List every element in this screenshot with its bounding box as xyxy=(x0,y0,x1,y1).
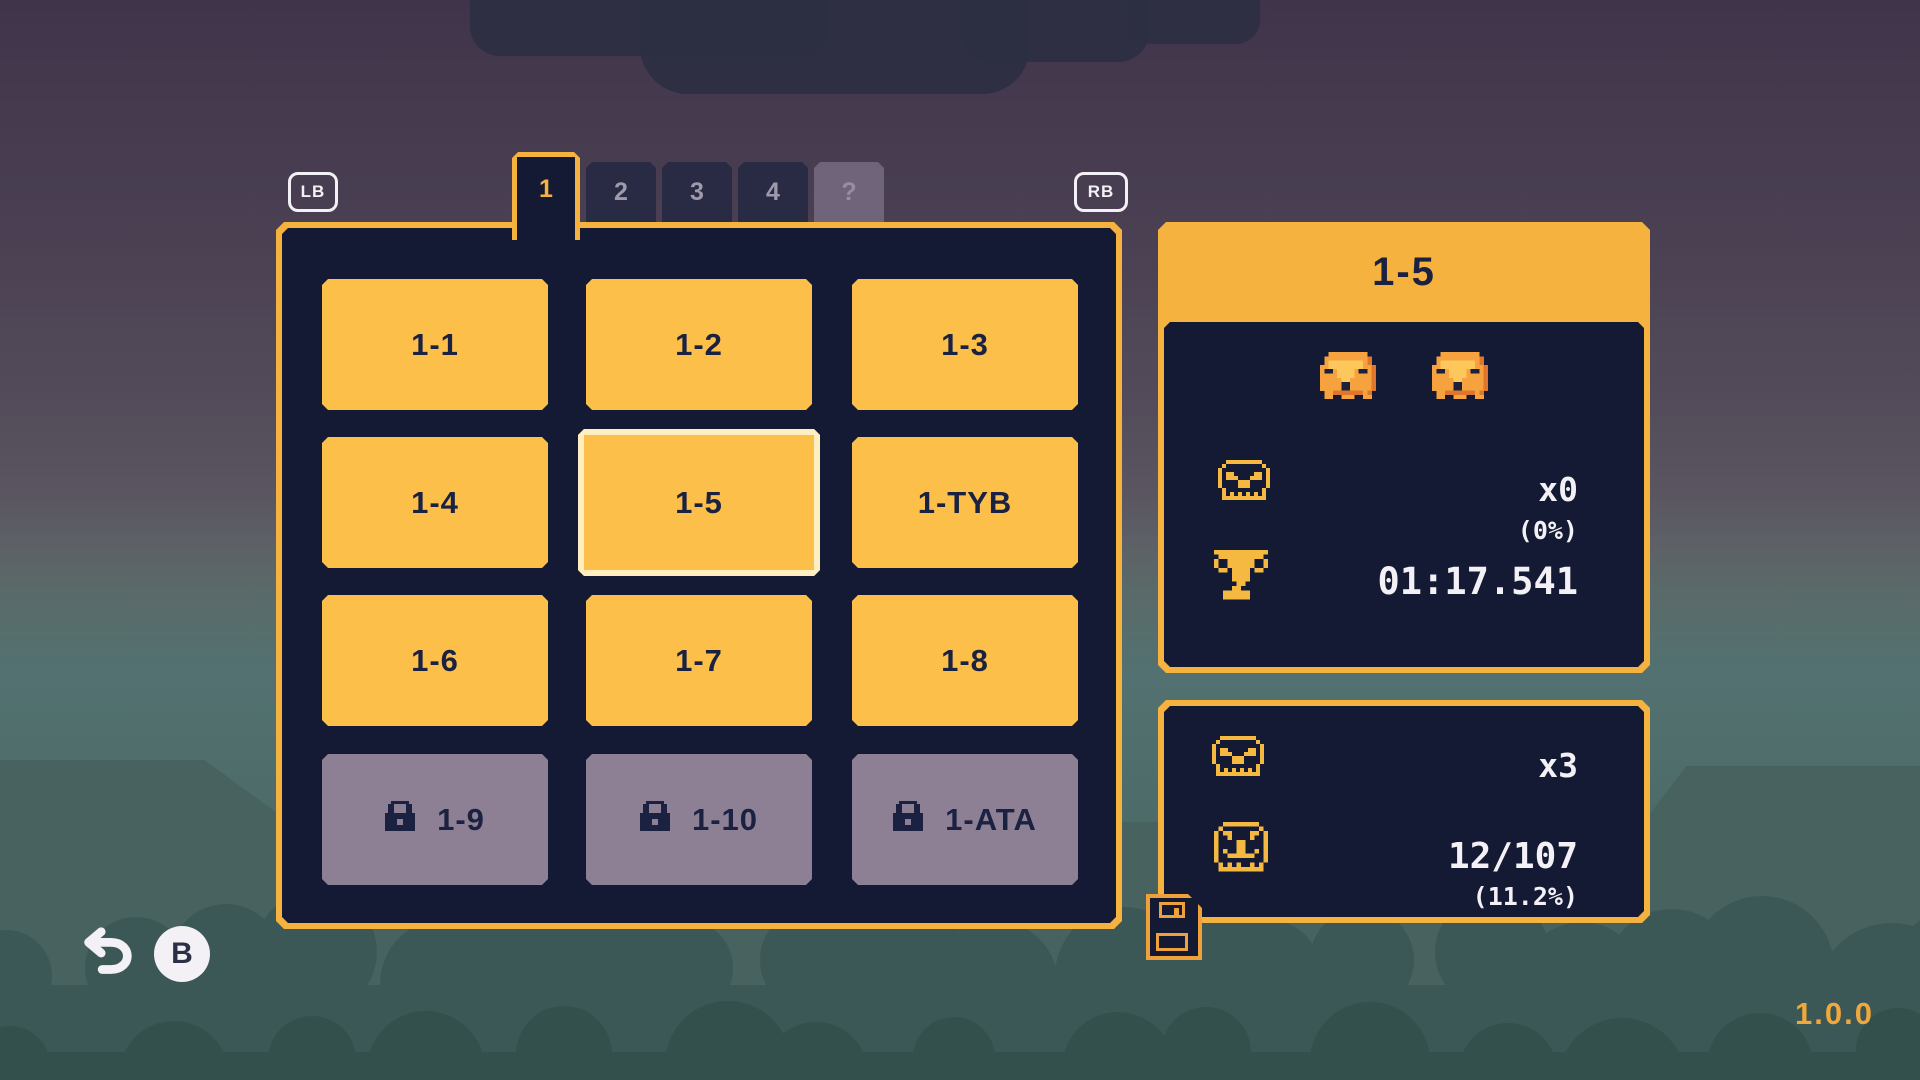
level-button-1-8[interactable]: 1-8 xyxy=(852,595,1078,726)
level-label: 1-9 xyxy=(437,801,485,837)
level-button-1-TYB[interactable]: 1-TYB xyxy=(852,437,1078,568)
deaths-percent: (0%) xyxy=(1517,516,1578,545)
version-label: 1.0.0 xyxy=(1795,996,1874,1031)
totals-panel: x3 12/107 (11.2%) xyxy=(1158,700,1650,923)
lb-shoulder-button[interactable]: LB xyxy=(288,172,338,212)
lock-icon xyxy=(385,801,415,839)
b-button-badge: B xyxy=(154,926,210,982)
level-button-1-6[interactable]: 1-6 xyxy=(322,595,548,726)
best-time-value: 01:17.541 xyxy=(1377,560,1578,603)
level-button-1-10[interactable]: 1-10 xyxy=(586,754,812,885)
level-label: 1-10 xyxy=(691,801,759,837)
mask-icon xyxy=(1432,352,1488,404)
level-label: 1-TYB xyxy=(917,484,1013,520)
lock-icon xyxy=(640,801,670,839)
level-button-1-4[interactable]: 1-4 xyxy=(322,437,548,568)
level-button-1-7[interactable]: 1-7 xyxy=(586,595,812,726)
level-label: 1-3 xyxy=(941,326,989,362)
total-masks-count: 12/107 xyxy=(1447,836,1578,877)
level-button-1-5[interactable]: 1-5 xyxy=(578,429,820,576)
tab-world-3[interactable]: 3 xyxy=(662,162,732,222)
level-label: 1-ATA xyxy=(945,801,1037,837)
level-label: 1-6 xyxy=(411,642,459,678)
back-arrow-icon xyxy=(84,927,132,974)
cloud-silhouette xyxy=(960,0,1150,62)
mesa-silhouette xyxy=(1642,766,1920,824)
back-button[interactable]: B xyxy=(76,926,210,982)
level-button-1-3[interactable]: 1-3 xyxy=(852,279,1078,410)
tab-world-1[interactable]: 1 xyxy=(512,152,580,240)
level-detail-panel: 1-5 x0 (0%) 01:17.541 xyxy=(1158,222,1650,673)
level-label: 1-8 xyxy=(941,642,989,678)
tab-world-mystery[interactable]: ? xyxy=(814,162,884,222)
cloud-silhouette xyxy=(1128,0,1260,44)
deaths-count: x0 xyxy=(1538,470,1578,509)
masks-earned-row xyxy=(1164,352,1644,404)
mask-icon xyxy=(1214,822,1268,877)
floppy-disk-icon xyxy=(1146,894,1202,960)
level-button-1-ATA[interactable]: 1-ATA xyxy=(852,754,1078,885)
tab-world-2[interactable]: 2 xyxy=(586,162,656,222)
level-button-1-1[interactable]: 1-1 xyxy=(322,279,548,410)
tab-world-4[interactable]: 4 xyxy=(738,162,808,222)
mask-icon xyxy=(1320,352,1376,404)
skull-icon xyxy=(1218,460,1270,505)
selected-level-title: 1-5 xyxy=(1372,249,1436,294)
level-label: 1-2 xyxy=(675,326,723,362)
rb-shoulder-button[interactable]: RB xyxy=(1074,172,1128,212)
level-label: 1-5 xyxy=(675,484,723,520)
level-label: 1-1 xyxy=(411,326,459,362)
skull-icon xyxy=(1212,736,1264,781)
total-masks-percent: (11.2%) xyxy=(1472,882,1578,911)
trophy-icon xyxy=(1214,550,1268,605)
total-deaths-count: x3 xyxy=(1538,746,1578,785)
level-label: 1-4 xyxy=(411,484,459,520)
level-button-1-9[interactable]: 1-9 xyxy=(322,754,548,885)
lock-icon xyxy=(893,801,923,839)
level-grid-panel: 1-1 1-2 1-3 1-4 1-5 1-TYB 1-6 1-7 1-8 1-9 1-10 1-AT… xyxy=(276,222,1122,929)
level-label: 1-7 xyxy=(675,642,723,678)
level-button-1-2[interactable]: 1-2 xyxy=(586,279,812,410)
